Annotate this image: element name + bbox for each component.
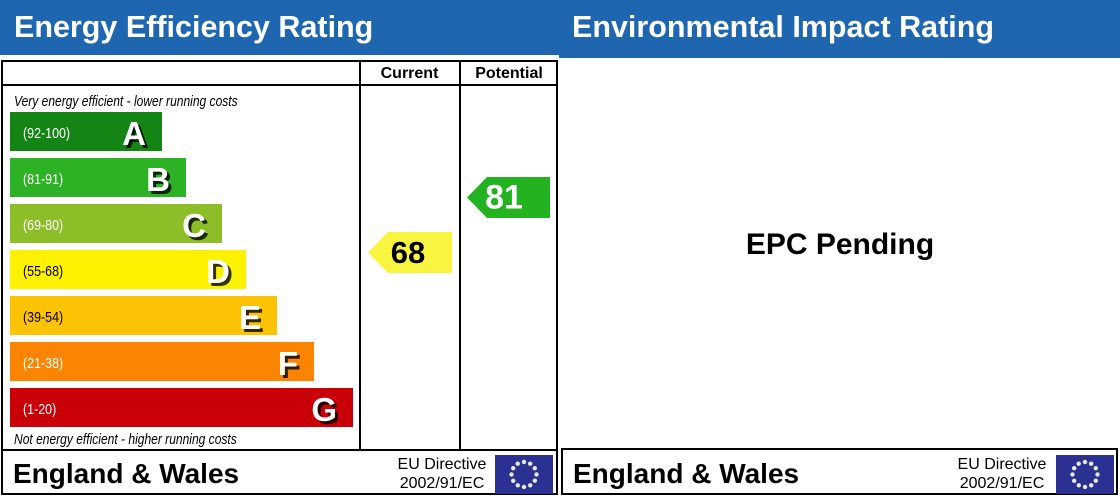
svg-text:68: 68 <box>391 235 425 270</box>
svg-text:81: 81 <box>485 179 523 217</box>
